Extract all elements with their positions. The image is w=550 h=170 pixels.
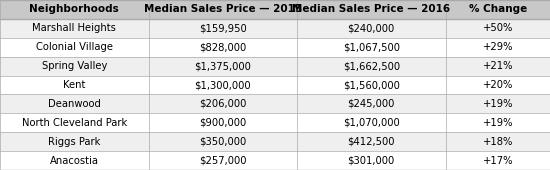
Text: $900,000: $900,000 — [199, 118, 246, 128]
Text: +18%: +18% — [482, 137, 513, 147]
Bar — [446, 151, 550, 170]
Text: Deanwood: Deanwood — [48, 99, 101, 109]
Bar — [446, 19, 550, 38]
Bar — [297, 38, 446, 57]
Bar — [446, 75, 550, 95]
Bar — [297, 132, 446, 151]
Text: Colonial Village: Colonial Village — [36, 42, 113, 52]
Text: Marshall Heights: Marshall Heights — [32, 23, 116, 33]
Bar — [446, 38, 550, 57]
Bar — [0, 95, 148, 113]
Bar — [446, 95, 550, 113]
Text: +50%: +50% — [482, 23, 513, 33]
Bar — [0, 57, 148, 75]
Text: Anacostia: Anacostia — [50, 156, 99, 166]
Bar — [148, 57, 297, 75]
Text: +29%: +29% — [482, 42, 513, 52]
Text: $1,067,500: $1,067,500 — [343, 42, 400, 52]
Bar — [0, 0, 148, 19]
Text: Neighborhoods: Neighborhoods — [29, 4, 119, 14]
Text: $412,500: $412,500 — [348, 137, 395, 147]
Text: +17%: +17% — [482, 156, 513, 166]
Bar — [0, 132, 148, 151]
Text: North Cleveland Park: North Cleveland Park — [21, 118, 127, 128]
Text: $245,000: $245,000 — [348, 99, 395, 109]
Text: +19%: +19% — [482, 118, 513, 128]
Bar — [297, 95, 446, 113]
Bar — [446, 113, 550, 132]
Bar — [297, 19, 446, 38]
Text: +21%: +21% — [482, 61, 513, 71]
Text: $1,662,500: $1,662,500 — [343, 61, 400, 71]
Text: $1,300,000: $1,300,000 — [195, 80, 251, 90]
Bar — [148, 0, 297, 19]
Bar — [148, 151, 297, 170]
Text: Spring Valley: Spring Valley — [42, 61, 107, 71]
Bar — [148, 75, 297, 95]
Bar — [446, 57, 550, 75]
Text: $206,000: $206,000 — [199, 99, 246, 109]
Bar — [148, 95, 297, 113]
Text: $350,000: $350,000 — [199, 137, 246, 147]
Bar — [297, 151, 446, 170]
Text: $240,000: $240,000 — [348, 23, 395, 33]
Bar — [297, 75, 446, 95]
Text: $257,000: $257,000 — [199, 156, 246, 166]
Bar — [297, 0, 446, 19]
Text: Riggs Park: Riggs Park — [48, 137, 101, 147]
Bar — [446, 132, 550, 151]
Bar — [0, 19, 148, 38]
Bar — [0, 151, 148, 170]
Text: $301,000: $301,000 — [348, 156, 395, 166]
Bar — [0, 38, 148, 57]
Text: Median Sales Price — 2015: Median Sales Price — 2015 — [144, 4, 302, 14]
Bar — [148, 19, 297, 38]
Bar — [297, 57, 446, 75]
Bar — [0, 113, 148, 132]
Bar — [297, 113, 446, 132]
Text: Kent: Kent — [63, 80, 85, 90]
Text: $1,375,000: $1,375,000 — [194, 61, 251, 71]
Text: $828,000: $828,000 — [199, 42, 246, 52]
Bar — [446, 0, 550, 19]
Text: % Change: % Change — [469, 4, 527, 14]
Bar — [148, 38, 297, 57]
Bar — [148, 113, 297, 132]
Text: $159,950: $159,950 — [199, 23, 246, 33]
Bar — [0, 75, 148, 95]
Text: Median Sales Price — 2016: Median Sales Price — 2016 — [292, 4, 450, 14]
Text: +19%: +19% — [482, 99, 513, 109]
Text: +20%: +20% — [482, 80, 513, 90]
Text: $1,560,000: $1,560,000 — [343, 80, 400, 90]
Text: $1,070,000: $1,070,000 — [343, 118, 400, 128]
Bar — [148, 132, 297, 151]
